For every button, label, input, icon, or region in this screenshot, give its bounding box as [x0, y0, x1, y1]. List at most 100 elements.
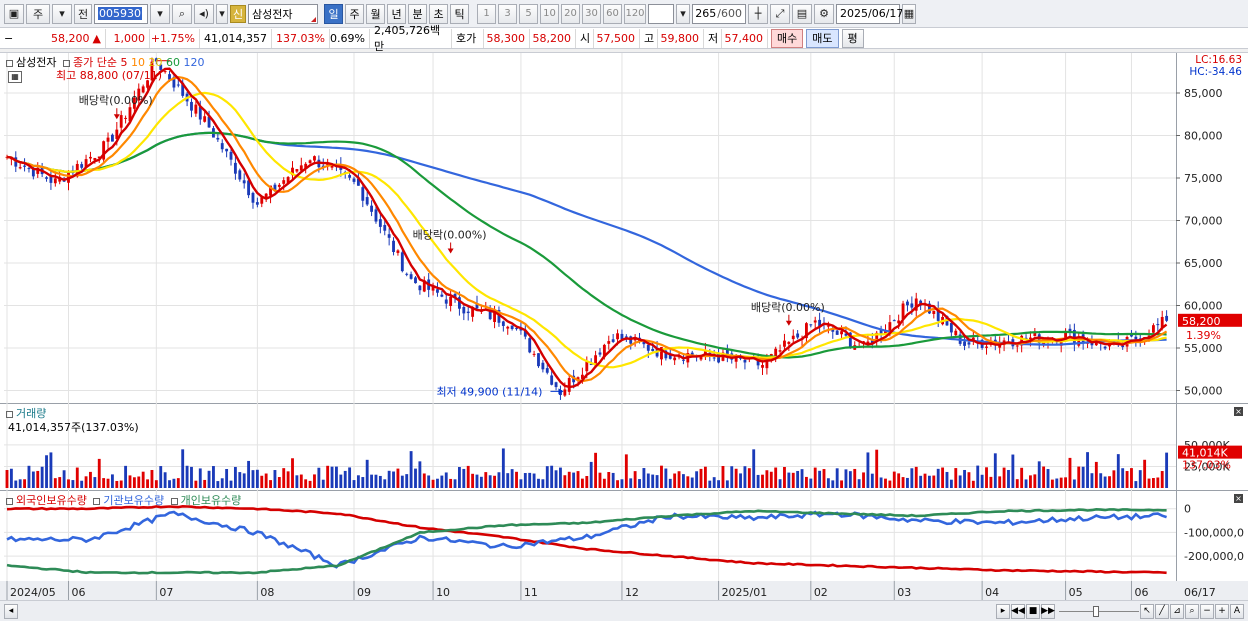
interval-60[interactable]: 60 — [603, 3, 622, 24]
candle-body — [493, 312, 496, 323]
gear-icon[interactable]: ⚙ — [814, 3, 834, 24]
volume-bar — [260, 475, 264, 488]
volume-bar — [743, 466, 747, 488]
volume-bar — [607, 472, 611, 488]
volume-bar — [765, 470, 769, 488]
zoom-out-icon[interactable]: − — [1200, 603, 1214, 619]
close-icon[interactable]: × — [1234, 494, 1243, 503]
market-select[interactable]: 주 — [26, 3, 50, 24]
close-icon[interactable]: × — [1234, 407, 1243, 416]
candle-type-icon[interactable]: ┼ — [748, 3, 768, 24]
volume-bar — [370, 474, 374, 488]
date-input[interactable]: 2025/06/17 — [836, 3, 903, 24]
interval-dropdown-icon[interactable]: ▾ — [676, 3, 690, 24]
volume-bar — [875, 449, 879, 488]
sell-button[interactable]: 매도 — [806, 28, 839, 48]
panel-square-icon — [170, 497, 178, 505]
speaker-dropdown-icon[interactable]: ▾ — [216, 3, 228, 24]
volume-bar — [585, 476, 589, 488]
stock-code-input[interactable]: 005930 — [94, 3, 148, 24]
volume-bar — [730, 466, 734, 488]
period-month[interactable]: 월 — [366, 3, 385, 24]
volume-bar — [642, 468, 646, 488]
search-icon[interactable]: ⌕ — [172, 3, 192, 24]
volume-bar — [277, 477, 281, 488]
candle-body — [602, 344, 606, 358]
period-minute[interactable]: 분 — [408, 3, 427, 24]
interval-1[interactable]: 1 — [477, 3, 496, 24]
bid-label: 호가 — [452, 28, 484, 48]
chevron-down-icon[interactable]: ▾ — [52, 3, 72, 24]
stock-name-box[interactable]: 삼성전자 — [248, 3, 318, 24]
interval-20[interactable]: 20 — [561, 3, 580, 24]
period-year[interactable]: 년 — [387, 3, 406, 24]
chart-canvas[interactable]: 2024/05 06 07 08 09 10 11 12 2025/01 02 03 04 05 06 06… — [0, 53, 1248, 601]
candle-body — [110, 134, 114, 142]
count-input[interactable]: 265/600 — [692, 3, 746, 24]
interval-30[interactable]: 30 — [582, 3, 601, 24]
ruler-tool-icon[interactable]: ⊿ — [1170, 603, 1184, 619]
save-icon[interactable]: ▤ — [792, 3, 812, 24]
calendar-icon[interactable]: ▦ — [902, 3, 916, 24]
speaker-icon[interactable]: ◂) — [194, 3, 214, 24]
forward-icon[interactable]: ▶▶ — [1041, 603, 1055, 619]
dividend-arrow — [113, 114, 120, 120]
volume-bar — [14, 480, 18, 488]
chart-area[interactable]: 2024/05 06 07 08 09 10 11 12 2025/01 02 03 04 05 06 06… — [0, 52, 1248, 621]
prev-button[interactable]: 전 — [74, 3, 92, 24]
ma20-label: 20 — [148, 56, 163, 69]
interval-5[interactable]: 5 — [519, 3, 538, 24]
volume-bar — [967, 472, 971, 488]
volume-bar — [611, 472, 615, 488]
interval-120[interactable]: 120 — [624, 3, 646, 24]
scroll-left-icon[interactable]: ◂ — [4, 603, 18, 619]
chart-scrollbar[interactable]: ◂ ▸ ◀◀ ■ ▶▶ ↖ ╱ ⊿ ⌕ − + A — [0, 600, 1248, 621]
period-week[interactable]: 주 — [345, 3, 364, 24]
buy-button[interactable]: 매수 — [771, 28, 804, 48]
rewind-icon[interactable]: ◀◀ — [1011, 603, 1025, 619]
draw-tool-icon[interactable]: ⤢ — [770, 3, 790, 24]
volume-bar — [418, 461, 422, 488]
collapse-icon[interactable]: − — [4, 31, 14, 45]
candle-body — [198, 106, 202, 120]
volume-bar — [1125, 471, 1129, 488]
volume-bar — [405, 474, 409, 488]
panel-square-icon — [6, 410, 13, 418]
low-label: 저 — [704, 28, 722, 48]
volume-bar — [576, 471, 580, 488]
table-icon[interactable]: ▦ — [8, 71, 22, 83]
text-tool-icon[interactable]: A — [1230, 603, 1244, 619]
volume-bar — [813, 467, 817, 488]
interval-3[interactable]: 3 — [498, 3, 517, 24]
window-menu-icon[interactable]: ▣ — [4, 3, 24, 24]
volume-bar — [453, 479, 457, 488]
zoom-in-icon[interactable]: + — [1215, 603, 1229, 619]
volume-bar — [317, 467, 321, 488]
stop-icon[interactable]: ■ — [1026, 603, 1040, 619]
volume-bar — [927, 475, 931, 488]
volume-bar — [747, 468, 751, 488]
volume-bar — [1037, 461, 1041, 488]
code-dropdown-icon[interactable]: ▾ — [150, 3, 170, 24]
candle-body — [282, 180, 286, 184]
zoom-slider[interactable] — [1059, 604, 1139, 619]
candle-body — [774, 348, 778, 357]
period-day[interactable]: 일 — [324, 3, 343, 24]
volume-bar — [431, 479, 435, 488]
interval-10[interactable]: 10 — [540, 3, 559, 24]
volume-bar — [515, 471, 518, 488]
line-tool-icon[interactable]: ╱ — [1155, 603, 1169, 619]
period-tick[interactable]: 틱 — [450, 3, 469, 24]
volume-bar — [313, 474, 316, 488]
volume-ratio: 137.03% — [272, 28, 330, 48]
magnify-icon[interactable]: ⌕ — [1185, 603, 1199, 619]
ma60-label: 60 — [165, 56, 180, 69]
scroll-track[interactable] — [18, 604, 995, 619]
custom-interval-input[interactable] — [648, 3, 674, 24]
eval-button[interactable]: 평 — [841, 28, 864, 48]
cursor-tool-icon[interactable]: ↖ — [1140, 603, 1154, 619]
period-second[interactable]: 초 — [429, 3, 448, 24]
candle-body — [295, 169, 299, 172]
volume-bar — [717, 480, 721, 488]
scroll-right-icon[interactable]: ▸ — [996, 603, 1010, 619]
